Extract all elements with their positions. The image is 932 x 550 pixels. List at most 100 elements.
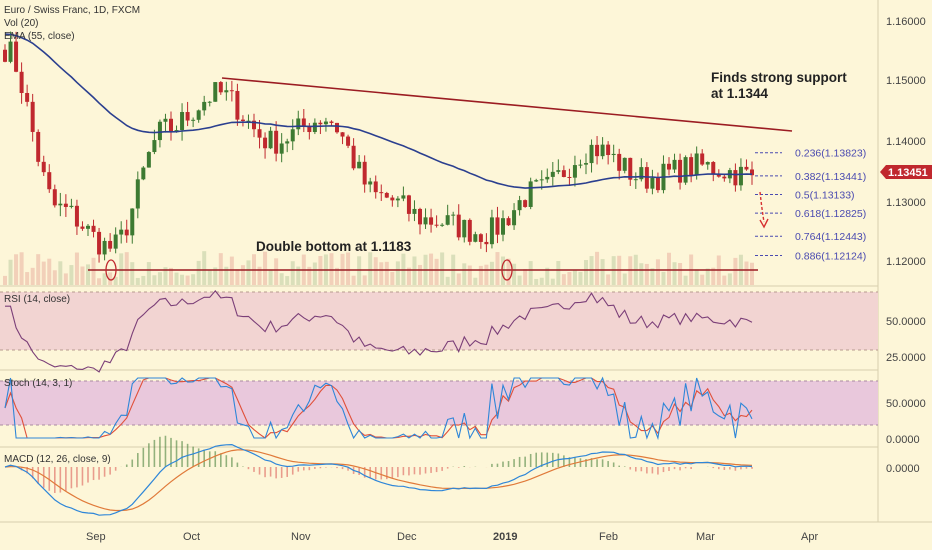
candle-body	[3, 49, 7, 62]
candle-body	[135, 179, 140, 209]
volume-bar	[584, 260, 588, 285]
candle-body	[69, 205, 74, 207]
volume-bar	[268, 269, 273, 285]
candle-body	[257, 129, 262, 138]
volume-bar	[434, 258, 439, 285]
candle-body	[207, 101, 212, 103]
volume-bar	[572, 270, 577, 285]
candle-body	[655, 178, 660, 191]
volume-bar	[41, 261, 46, 285]
volume-bar	[528, 261, 533, 285]
candles	[3, 31, 754, 263]
volume-bar	[462, 263, 467, 285]
price-axis[interactable]: 1.16000 1.15000 1.14000 1.13000 1.12000 …	[880, 16, 932, 475]
volume-bar	[274, 258, 279, 285]
candle-body	[263, 137, 268, 149]
volume-bar	[285, 276, 290, 285]
support-annotation-line2: at 1.1344	[711, 86, 769, 101]
volume-bar	[517, 275, 522, 285]
candle-body	[373, 181, 378, 193]
candle-body	[335, 122, 339, 133]
volume-bar	[661, 271, 666, 285]
volume-bar	[246, 260, 251, 285]
candle-body	[279, 143, 284, 154]
volume-bar	[180, 274, 185, 285]
time-axis[interactable]: Sep Oct Nov Dec 2019 Feb Mar Apr	[86, 531, 818, 543]
candle-body	[340, 132, 345, 137]
volume-bar	[606, 274, 611, 285]
candle-body	[384, 192, 389, 198]
candle-body	[180, 112, 185, 131]
candle-body	[689, 157, 694, 176]
candle-body	[644, 167, 649, 189]
volume-bar	[141, 275, 146, 285]
volume-bar	[19, 252, 24, 285]
price-tick: 1.15000	[886, 75, 926, 87]
candle-body	[744, 166, 749, 170]
stoch-d-line	[4, 377, 753, 439]
stoch-panel[interactable]	[0, 376, 878, 441]
volume-bar	[25, 272, 30, 285]
ema-line	[4, 33, 753, 189]
candle-body	[86, 225, 90, 229]
price-panel[interactable]: 0.236(1.13823) 0.382(1.13441) 0.5(1.13133)…	[3, 31, 866, 285]
candle-body	[368, 181, 373, 185]
candle-body	[235, 90, 240, 120]
x-tick-label: Nov	[291, 531, 311, 543]
x-tick-label: Feb	[599, 531, 618, 543]
volume-bar	[80, 266, 85, 285]
candle-body	[401, 195, 406, 199]
price-tick: 1.16000	[886, 16, 926, 28]
candle-body	[561, 170, 566, 177]
candle-body	[506, 218, 511, 226]
descending-trendline[interactable]	[221, 77, 793, 132]
volume-bar	[213, 267, 218, 285]
candle-body	[157, 121, 162, 141]
volume-bar	[512, 263, 517, 285]
candle-body	[240, 119, 245, 122]
candle-body	[440, 224, 445, 226]
candle-body	[108, 240, 113, 249]
candle-body	[8, 41, 13, 62]
candle-body	[252, 120, 256, 130]
candle-body	[19, 71, 24, 94]
candle-body	[412, 208, 417, 214]
stoch-legend: Stoch (14, 3, 1)	[4, 378, 73, 389]
candle-body	[523, 200, 528, 207]
candle-body	[595, 144, 600, 157]
volume-bar	[224, 266, 229, 285]
volume-bar	[207, 270, 212, 285]
candle-body	[119, 229, 124, 235]
macd-tick: 0.0000	[886, 463, 920, 475]
candle-body	[611, 153, 616, 156]
candle-body	[501, 218, 505, 235]
stoch-k-line	[4, 376, 753, 441]
candle-body	[91, 225, 96, 232]
volume-bar	[130, 262, 135, 285]
candle-body	[307, 125, 312, 133]
volume-bar	[362, 275, 367, 285]
fib-retracement[interactable]: 0.236(1.13823) 0.382(1.13441) 0.5(1.13133)…	[755, 148, 866, 263]
volume-bar	[124, 252, 129, 285]
x-tick-label: Sep	[86, 531, 106, 543]
candle-body	[639, 167, 644, 180]
candle-body	[224, 90, 229, 93]
candle-body	[694, 153, 699, 176]
candle-body	[390, 197, 395, 201]
rsi-panel[interactable]	[0, 290, 878, 373]
volume-bar	[279, 273, 284, 285]
volume-bar	[329, 253, 334, 285]
candle-body	[379, 192, 384, 194]
volume-bar	[146, 262, 151, 285]
candle-body	[528, 181, 533, 207]
volume-bar	[52, 270, 57, 285]
candle-body	[545, 176, 550, 180]
last-price-tag: 1.13451	[880, 165, 932, 179]
volume-bar	[467, 265, 472, 285]
volume-bar	[644, 263, 649, 285]
macd-panel[interactable]	[4, 435, 753, 516]
rsi-line	[5, 290, 753, 373]
volume-bar	[750, 262, 754, 285]
